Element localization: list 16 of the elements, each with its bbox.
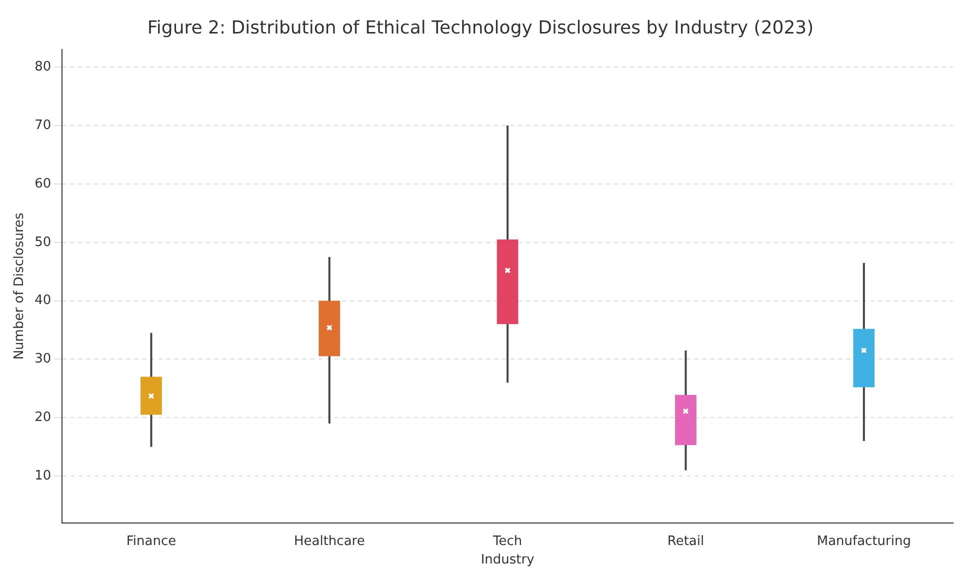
chart-title: Figure 2: Distribution of Ethical Technology Disclosures by Industry (2023) [147,17,814,38]
x-tick-label: Healthcare [294,534,365,549]
y-tick-label: 20 [34,410,52,426]
x-tick-label: Retail [667,534,704,549]
x-tick-label: Tech [492,534,522,549]
y-axis-title: Number of Disclosures [12,212,28,360]
y-tick-label: 40 [34,293,52,308]
y-tick-label: 50 [34,234,52,250]
x-tick-label: Manufacturing [816,534,911,549]
y-tick-label: 80 [34,60,52,74]
x-tick-label: Finance [126,534,176,549]
y-tick-label: 60 [34,176,52,192]
y-tick-label: 10 [34,468,52,484]
y-tick-label: 30 [34,352,52,367]
y-tick-label: 70 [34,118,52,133]
x-axis-title: Industry [480,552,535,568]
